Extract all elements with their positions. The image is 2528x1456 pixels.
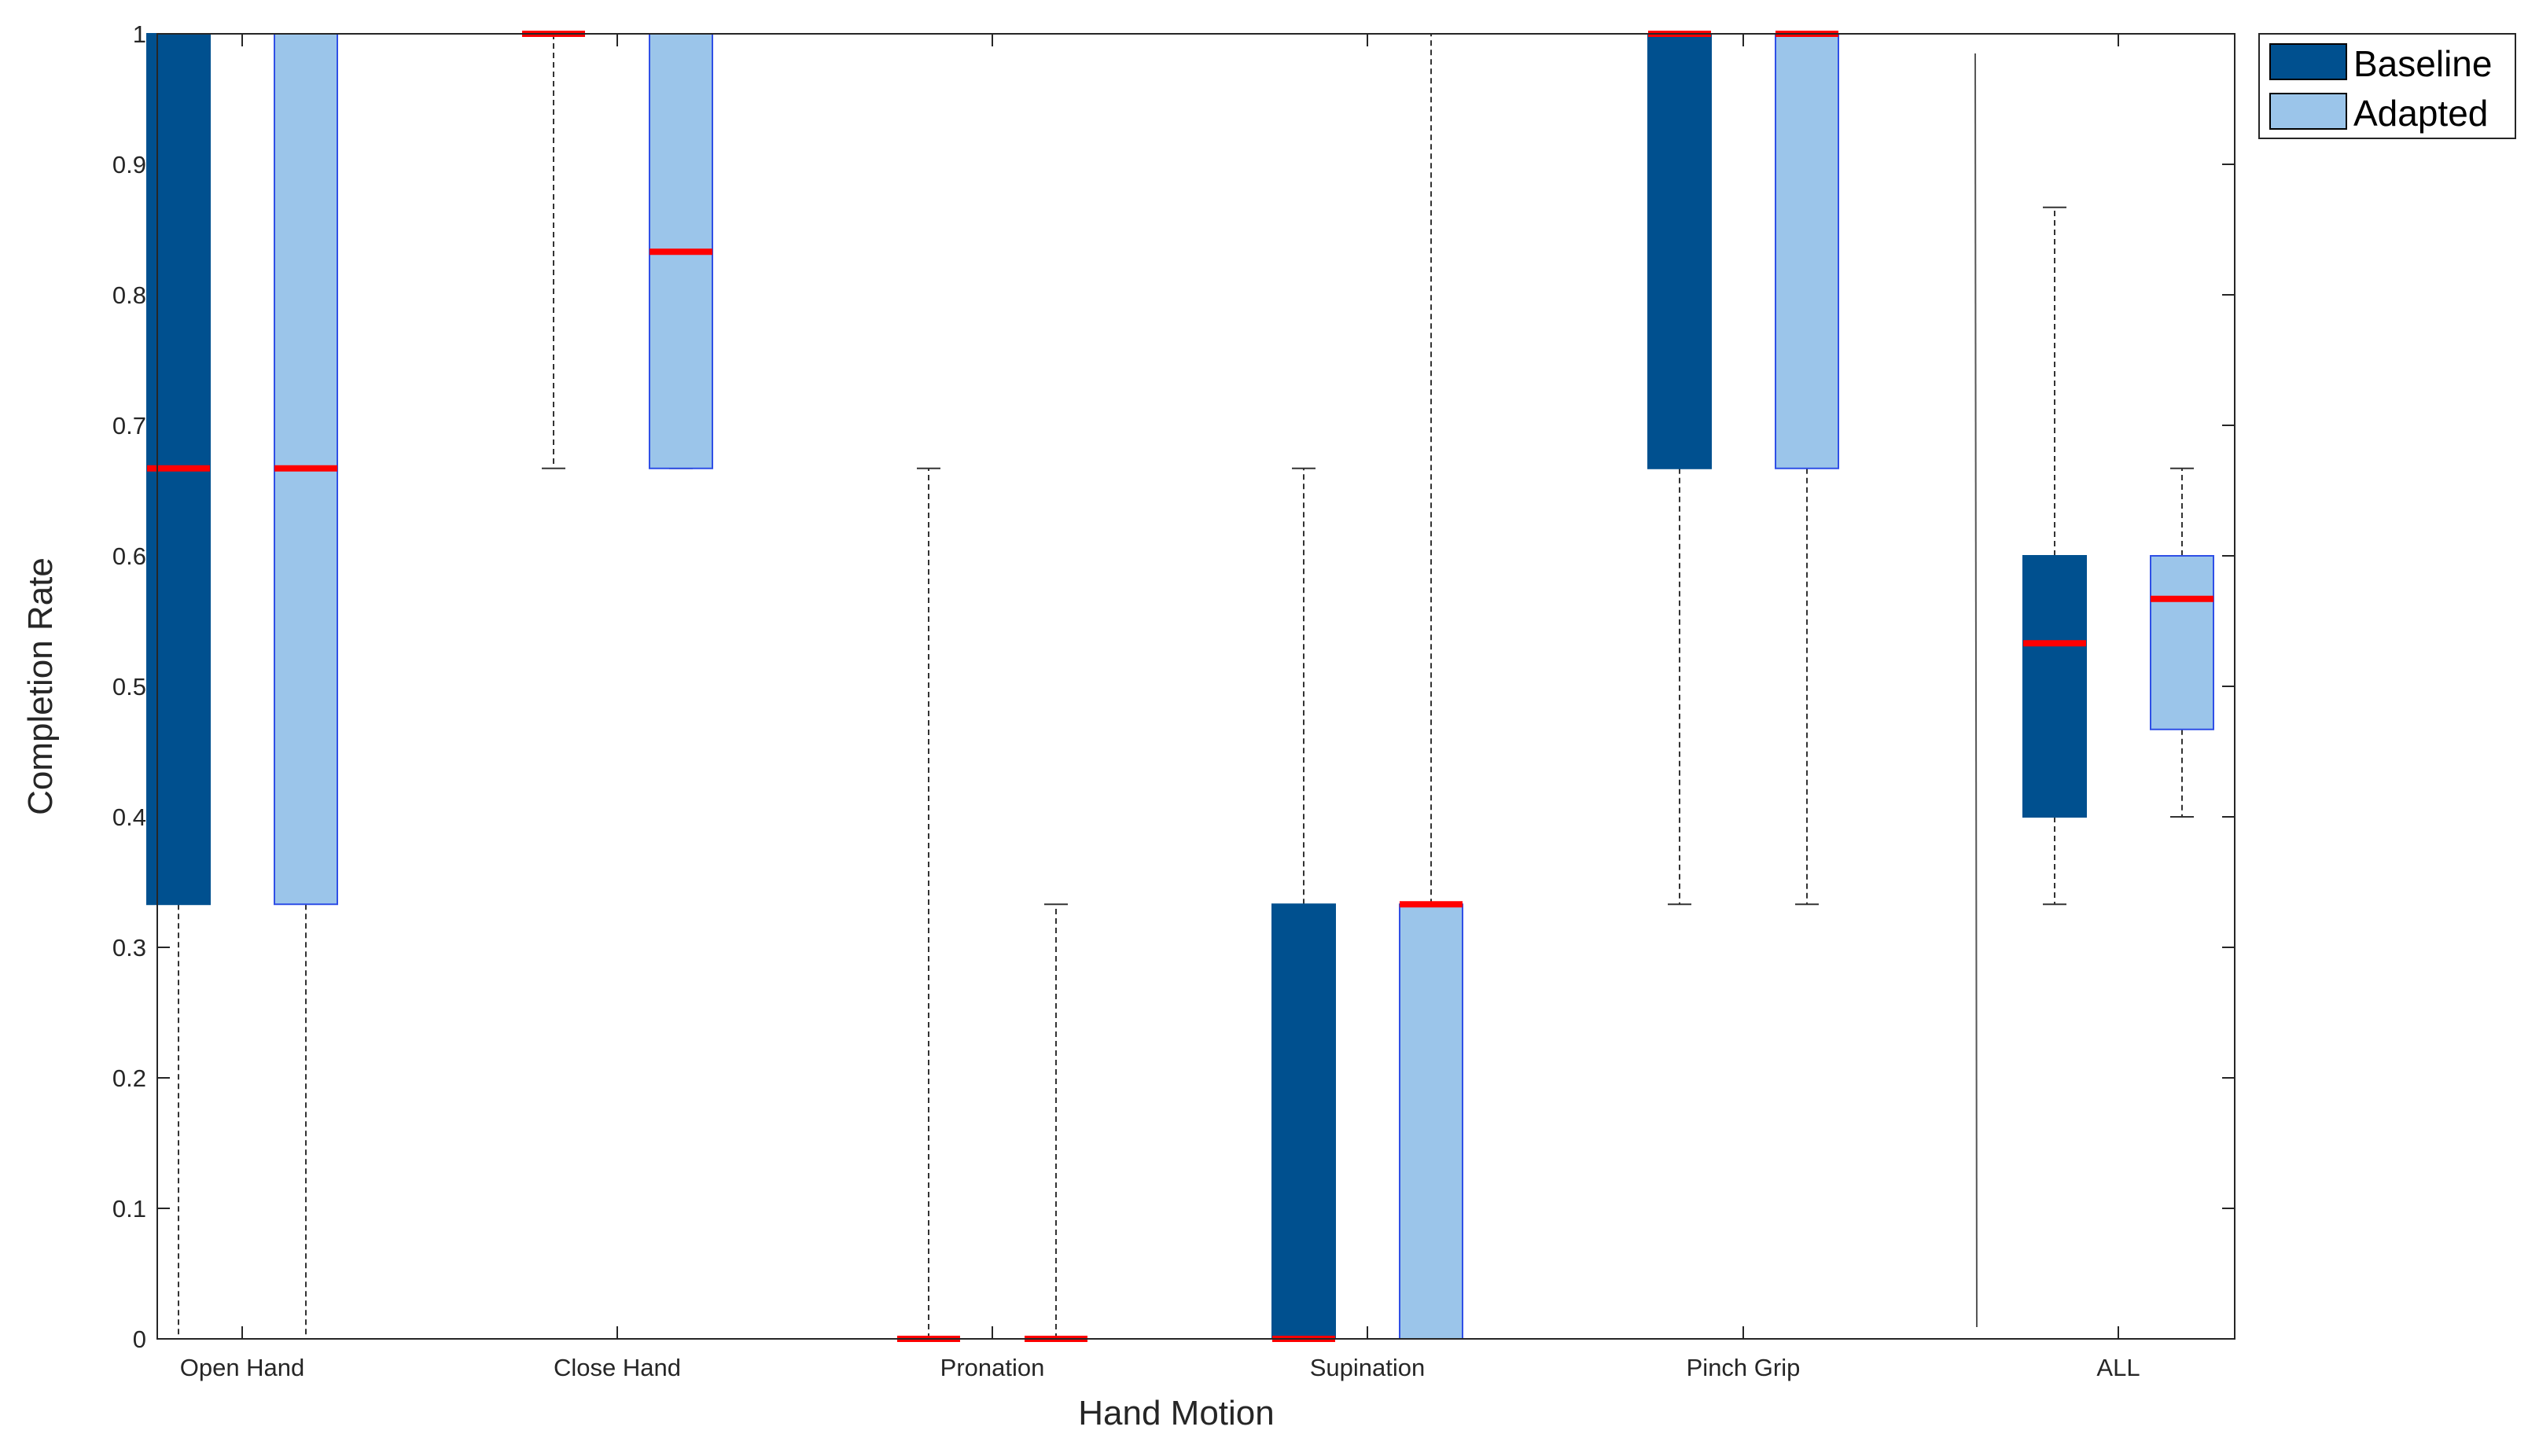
- box-adapted: [2150, 555, 2214, 730]
- box-baseline: [1647, 33, 1712, 469]
- legend: Baseline Adapted: [2258, 33, 2516, 139]
- label-layer: 0 0.1 0.2 0.3 0.4 0.5 0.6 0.7 0.8 0.9 1 Open Hand Cl…: [112, 20, 2140, 1381]
- legend-swatch-adapted: [2269, 93, 2347, 130]
- box-adapted: [1775, 33, 1839, 469]
- legend-swatch-baseline: [2269, 43, 2347, 80]
- y-tick-label: 1: [133, 20, 146, 48]
- x-axis-title: Hand Motion: [1078, 1394, 1274, 1432]
- y-tick-label: 0.6: [112, 542, 146, 570]
- y-tick-label: 0.7: [112, 412, 146, 439]
- y-tick-label: 0.3: [112, 934, 146, 961]
- y-tick-label: 0.2: [112, 1064, 146, 1092]
- x-tick-label: Pinch Grip: [1687, 1354, 1801, 1381]
- box-baseline: [1271, 903, 1336, 1340]
- y-tick-label: 0.8: [112, 281, 146, 309]
- x-tick-label: Close Hand: [554, 1354, 681, 1381]
- group-separator: [1974, 53, 1978, 1328]
- x-tick-label: Pronation: [940, 1354, 1045, 1381]
- y-tick-label: 0.1: [112, 1195, 146, 1223]
- x-tick-label: Open Hand: [180, 1354, 305, 1381]
- y-axis-title: Completion Rate: [21, 557, 60, 815]
- y-tick-label: 0.9: [112, 151, 146, 178]
- plot-frame: [156, 33, 2235, 1340]
- x-tick-label: Supination: [1310, 1354, 1426, 1381]
- box-adapted: [1399, 903, 1463, 1340]
- x-tick-label: ALL: [2096, 1354, 2140, 1381]
- legend-label-baseline: Baseline: [2353, 43, 2492, 84]
- box-baseline: [2022, 555, 2087, 818]
- y-tick-label: 0.4: [112, 803, 146, 831]
- y-tick-label: 0: [133, 1325, 146, 1353]
- y-tick-label: 0.5: [112, 673, 146, 700]
- legend-label-adapted: Adapted: [2353, 93, 2488, 134]
